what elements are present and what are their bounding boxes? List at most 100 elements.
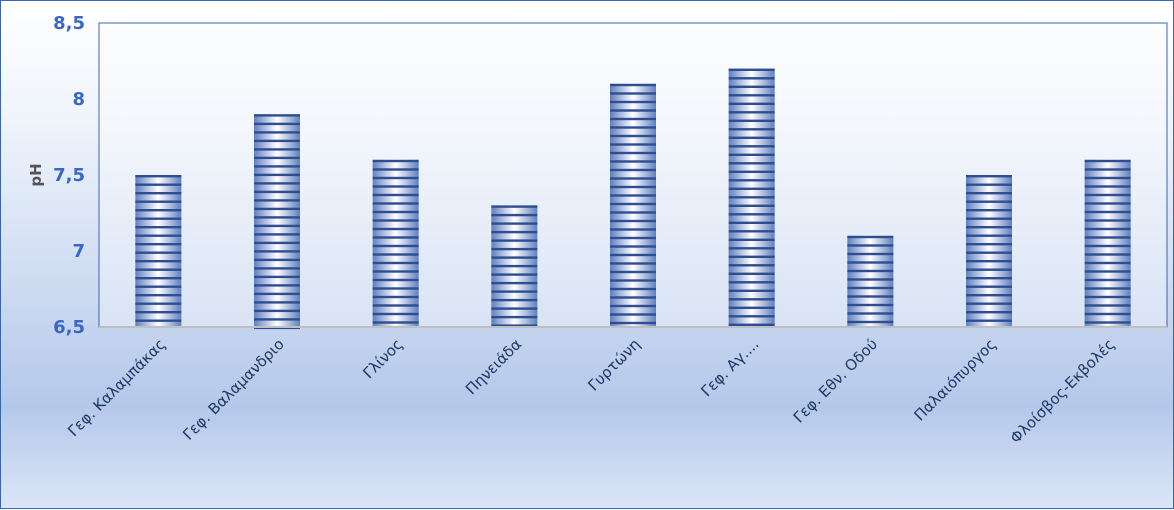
bar-stripe: [610, 304, 656, 308]
bar-stripe: [372, 236, 419, 239]
bar-stripe: [610, 168, 656, 172]
bar-stripe: [610, 92, 656, 95]
bar-stripe: [1084, 236, 1131, 239]
bar-stripe: [610, 117, 656, 121]
bar-stripe: [966, 209, 1012, 212]
bar-stripe: [610, 151, 656, 155]
bar-stripe: [728, 102, 775, 105]
bar-stripe: [254, 190, 300, 194]
bar-stripe: [728, 323, 775, 326]
bar-stripe: [254, 207, 300, 211]
bar-stripe: [728, 68, 775, 71]
bar-stripe: [135, 209, 182, 212]
bar-stripe: [254, 292, 300, 296]
bar-stripe: [254, 216, 300, 219]
bar-stripe: [610, 211, 656, 214]
bar-stripe: [1084, 202, 1131, 205]
bar-stripe: [610, 262, 656, 265]
y-tick-label: 6,5: [53, 317, 85, 338]
bar-stripe: [728, 145, 775, 148]
bar-stripe: [254, 114, 300, 117]
bar-stripe: [847, 278, 894, 281]
bar-stripe: [491, 290, 538, 293]
bar-stripe: [254, 250, 300, 253]
y-tick-label: 7,5: [53, 165, 85, 186]
bar-stripe: [966, 200, 1012, 203]
bar: [847, 235, 894, 327]
bar-stripe: [728, 94, 775, 97]
bar-stripe: [1084, 210, 1131, 214]
bar-stripe: [254, 301, 300, 304]
bar-stripe: [491, 213, 538, 217]
bar-stripe: [610, 109, 656, 112]
bar-stripe: [966, 192, 1012, 195]
bar-fill: [610, 83, 656, 327]
y-tick-label: 8,5: [53, 13, 85, 34]
bar-stripe: [610, 279, 656, 282]
bar-stripe: [847, 269, 894, 273]
bar-stripe: [135, 192, 182, 195]
bar-stripe: [847, 244, 894, 247]
bar-stripe: [610, 313, 656, 316]
bar-stripe: [372, 261, 419, 265]
bar-stripe: [966, 311, 1012, 314]
bar-stripe: [254, 199, 300, 202]
bar-stripe: [254, 258, 300, 262]
bar-stripe: [728, 289, 775, 292]
bar-stripe: [254, 275, 300, 279]
bar-stripe: [135, 277, 182, 280]
y-tick-label: 8: [72, 89, 85, 110]
bar-stripe: [728, 306, 775, 309]
bar-stripe: [966, 268, 1012, 271]
bar-stripe: [610, 194, 656, 197]
bar-stripe: [728, 128, 775, 131]
bar-stripe: [847, 312, 894, 315]
y-tick-labels: 6,5 7 7,5 8 8,5: [53, 13, 85, 338]
bar-stripe: [847, 261, 894, 264]
bar-stripe: [1084, 159, 1131, 163]
bar-stripe: [135, 302, 182, 305]
bar-stripe: [728, 119, 775, 122]
bar-stripe: [728, 179, 775, 182]
bar: [254, 114, 300, 330]
bar-stripe: [1084, 227, 1131, 231]
bar-stripe: [966, 302, 1012, 305]
bar-stripe: [728, 255, 775, 258]
bar-stripe: [491, 264, 538, 268]
bar-stripe: [966, 251, 1012, 254]
x-tick-label: Γυρτώνη: [584, 335, 643, 394]
bar-fill: [1084, 159, 1131, 327]
bar-stripe: [254, 318, 300, 321]
bar: [610, 83, 656, 327]
bar-stripe: [254, 182, 300, 185]
bar-stripe: [610, 228, 656, 231]
bar-stripe: [254, 224, 300, 228]
bar-stripe: [254, 165, 300, 168]
bar-stripe: [1084, 304, 1131, 307]
bar-stripe: [1084, 168, 1131, 171]
bar-stripe: [372, 202, 419, 205]
bar-stripe: [610, 270, 656, 274]
bar-stripe: [135, 294, 182, 297]
bar-stripe: [966, 226, 1012, 229]
bar-stripe: [372, 219, 419, 222]
bar-stripe: [491, 222, 538, 225]
bar-stripe: [1084, 295, 1131, 299]
bar-stripe: [847, 295, 894, 298]
bar-stripe: [728, 153, 775, 156]
bar-stripe: [1084, 193, 1131, 197]
y-tick-label: 7: [72, 241, 85, 262]
bar-stripe: [610, 185, 656, 189]
bar-stripe: [254, 233, 300, 236]
bar-stripe: [254, 173, 300, 177]
bar-stripe: [135, 260, 182, 263]
bar-stripe: [254, 156, 300, 160]
bar-stripe: [610, 321, 656, 325]
bar-stripe: [491, 307, 538, 310]
bar-stripe: [135, 243, 182, 246]
bar-stripe: [966, 285, 1012, 288]
bar-stripe: [728, 162, 775, 165]
bar-stripe: [966, 260, 1012, 263]
bar-stripe: [135, 311, 182, 314]
